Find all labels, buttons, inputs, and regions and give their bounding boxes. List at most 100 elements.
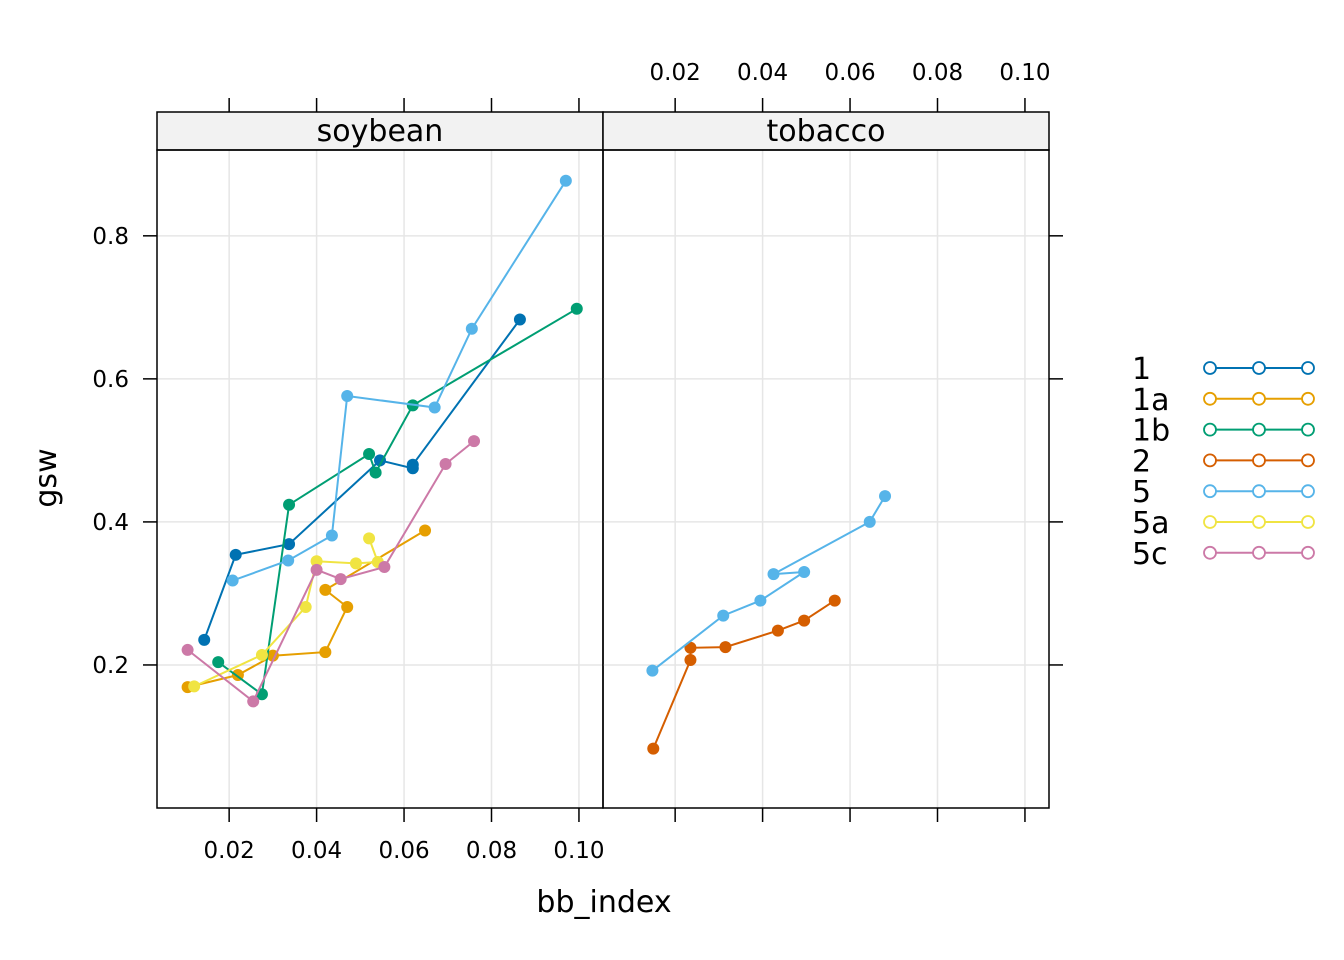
data-point-5a bbox=[363, 532, 376, 545]
data-point-5 bbox=[767, 568, 780, 581]
legend-marker bbox=[1252, 515, 1266, 529]
series-line-5 bbox=[232, 180, 567, 582]
legend-marker bbox=[1301, 361, 1315, 375]
data-point-5c bbox=[439, 457, 452, 470]
legend-marker bbox=[1203, 515, 1217, 529]
x-tick-label: 0.08 bbox=[466, 838, 517, 864]
panel-tobacco: tobacco bbox=[602, 111, 1050, 809]
data-point-5 bbox=[341, 390, 354, 403]
x-tick-label: 0.02 bbox=[204, 838, 255, 864]
data-point-1a bbox=[419, 524, 432, 537]
legend-marker bbox=[1301, 515, 1315, 529]
strip-label-soybean: soybean bbox=[317, 114, 444, 149]
data-point-1b bbox=[283, 498, 296, 511]
legend-marker bbox=[1203, 391, 1217, 406]
legend-label: 5a bbox=[1132, 506, 1169, 541]
legend-marker bbox=[1252, 391, 1266, 406]
legend-marker bbox=[1203, 453, 1217, 468]
y-axis-title: gsw bbox=[29, 448, 64, 507]
panel-soybean: soybean bbox=[156, 111, 604, 809]
x-tick-label-top: 0.08 bbox=[912, 60, 963, 86]
data-point-5 bbox=[226, 574, 239, 587]
data-point-2 bbox=[798, 614, 811, 627]
x-tick-label: 0.04 bbox=[291, 838, 342, 864]
legend-item-1: 1 bbox=[1132, 352, 1315, 387]
legend-label: 5 bbox=[1132, 475, 1151, 510]
legend-item-1b: 1b bbox=[1132, 414, 1315, 449]
data-point-5a bbox=[349, 557, 362, 570]
legend-item-1a: 1a bbox=[1132, 383, 1315, 418]
data-point-5a bbox=[255, 648, 268, 661]
data-point-2 bbox=[828, 594, 841, 607]
data-point-5 bbox=[798, 565, 811, 578]
data-point-1a bbox=[319, 646, 332, 659]
data-point-5 bbox=[754, 594, 767, 607]
data-point-2 bbox=[647, 742, 660, 755]
legend-marker bbox=[1203, 361, 1217, 375]
x-axis-title: bb_index bbox=[536, 885, 671, 920]
data-point-5a bbox=[299, 601, 312, 614]
data-point-5a bbox=[310, 555, 323, 568]
series-1 bbox=[198, 313, 526, 646]
data-point-2 bbox=[684, 653, 697, 666]
y-tick-label: 0.6 bbox=[92, 367, 129, 393]
data-point-5 bbox=[559, 174, 572, 187]
data-point-5 bbox=[282, 554, 295, 567]
legend-marker bbox=[1203, 545, 1217, 560]
data-point-5a bbox=[188, 680, 201, 693]
series-line-1b bbox=[217, 307, 578, 697]
strip-tobacco bbox=[602, 111, 1050, 151]
y-tick-label: 0.8 bbox=[92, 224, 129, 250]
legend-marker bbox=[1301, 453, 1315, 468]
legend-item-5c: 5c bbox=[1132, 537, 1315, 572]
data-point-1 bbox=[283, 538, 296, 551]
data-point-2 bbox=[684, 641, 697, 654]
legend-marker bbox=[1252, 422, 1266, 437]
x-tick-label-top: 0.02 bbox=[650, 60, 701, 86]
legend-marker bbox=[1301, 391, 1315, 406]
legend-marker bbox=[1252, 361, 1266, 375]
legend-label: 1b bbox=[1132, 414, 1170, 449]
data-point-5c bbox=[310, 563, 323, 576]
data-point-5 bbox=[863, 515, 876, 528]
data-point-5c bbox=[378, 560, 391, 573]
legend-marker bbox=[1203, 484, 1217, 499]
data-point-1a bbox=[319, 583, 332, 596]
legend-marker bbox=[1301, 545, 1315, 560]
data-point-1a bbox=[341, 601, 354, 614]
data-point-2 bbox=[771, 624, 784, 637]
y-tick-label: 0.2 bbox=[92, 653, 129, 679]
panels-layer: soybean tobacco bbox=[156, 111, 1050, 809]
legend-item-2: 2 bbox=[1132, 444, 1315, 479]
data-point-5 bbox=[428, 401, 441, 414]
y-tick-label: 0.4 bbox=[92, 510, 129, 536]
data-point-1b bbox=[570, 302, 583, 315]
data-point-5 bbox=[465, 322, 478, 335]
data-point-1b bbox=[369, 466, 382, 479]
x-tick-label-top: 0.10 bbox=[999, 60, 1050, 86]
data-point-5 bbox=[646, 664, 659, 677]
panel-border bbox=[602, 149, 1050, 809]
x-tick-label: 0.10 bbox=[553, 838, 604, 864]
legend-marker bbox=[1203, 422, 1217, 437]
legend-marker bbox=[1301, 484, 1315, 499]
panel-border bbox=[156, 149, 604, 809]
legend-marker bbox=[1252, 453, 1266, 468]
data-point-5c bbox=[334, 573, 347, 586]
series-1b bbox=[212, 302, 583, 701]
series-5c bbox=[181, 435, 481, 708]
data-point-1 bbox=[406, 458, 419, 471]
axes-layer: 0.02 0.02 0.04 0.04 0.06 0.06 0.08 0.08 0.10 0.10… bbox=[92, 60, 1063, 864]
series-line-1 bbox=[203, 318, 521, 641]
data-point-1b bbox=[363, 447, 376, 460]
data-point-1b bbox=[212, 656, 225, 669]
series-5 bbox=[226, 174, 572, 587]
legend-label: 5c bbox=[1132, 537, 1168, 572]
data-point-1 bbox=[229, 548, 242, 561]
legend-item-5a: 5a bbox=[1132, 506, 1315, 541]
data-point-2 bbox=[719, 641, 732, 654]
data-point-5c bbox=[181, 643, 194, 656]
strip-soybean bbox=[156, 111, 604, 151]
